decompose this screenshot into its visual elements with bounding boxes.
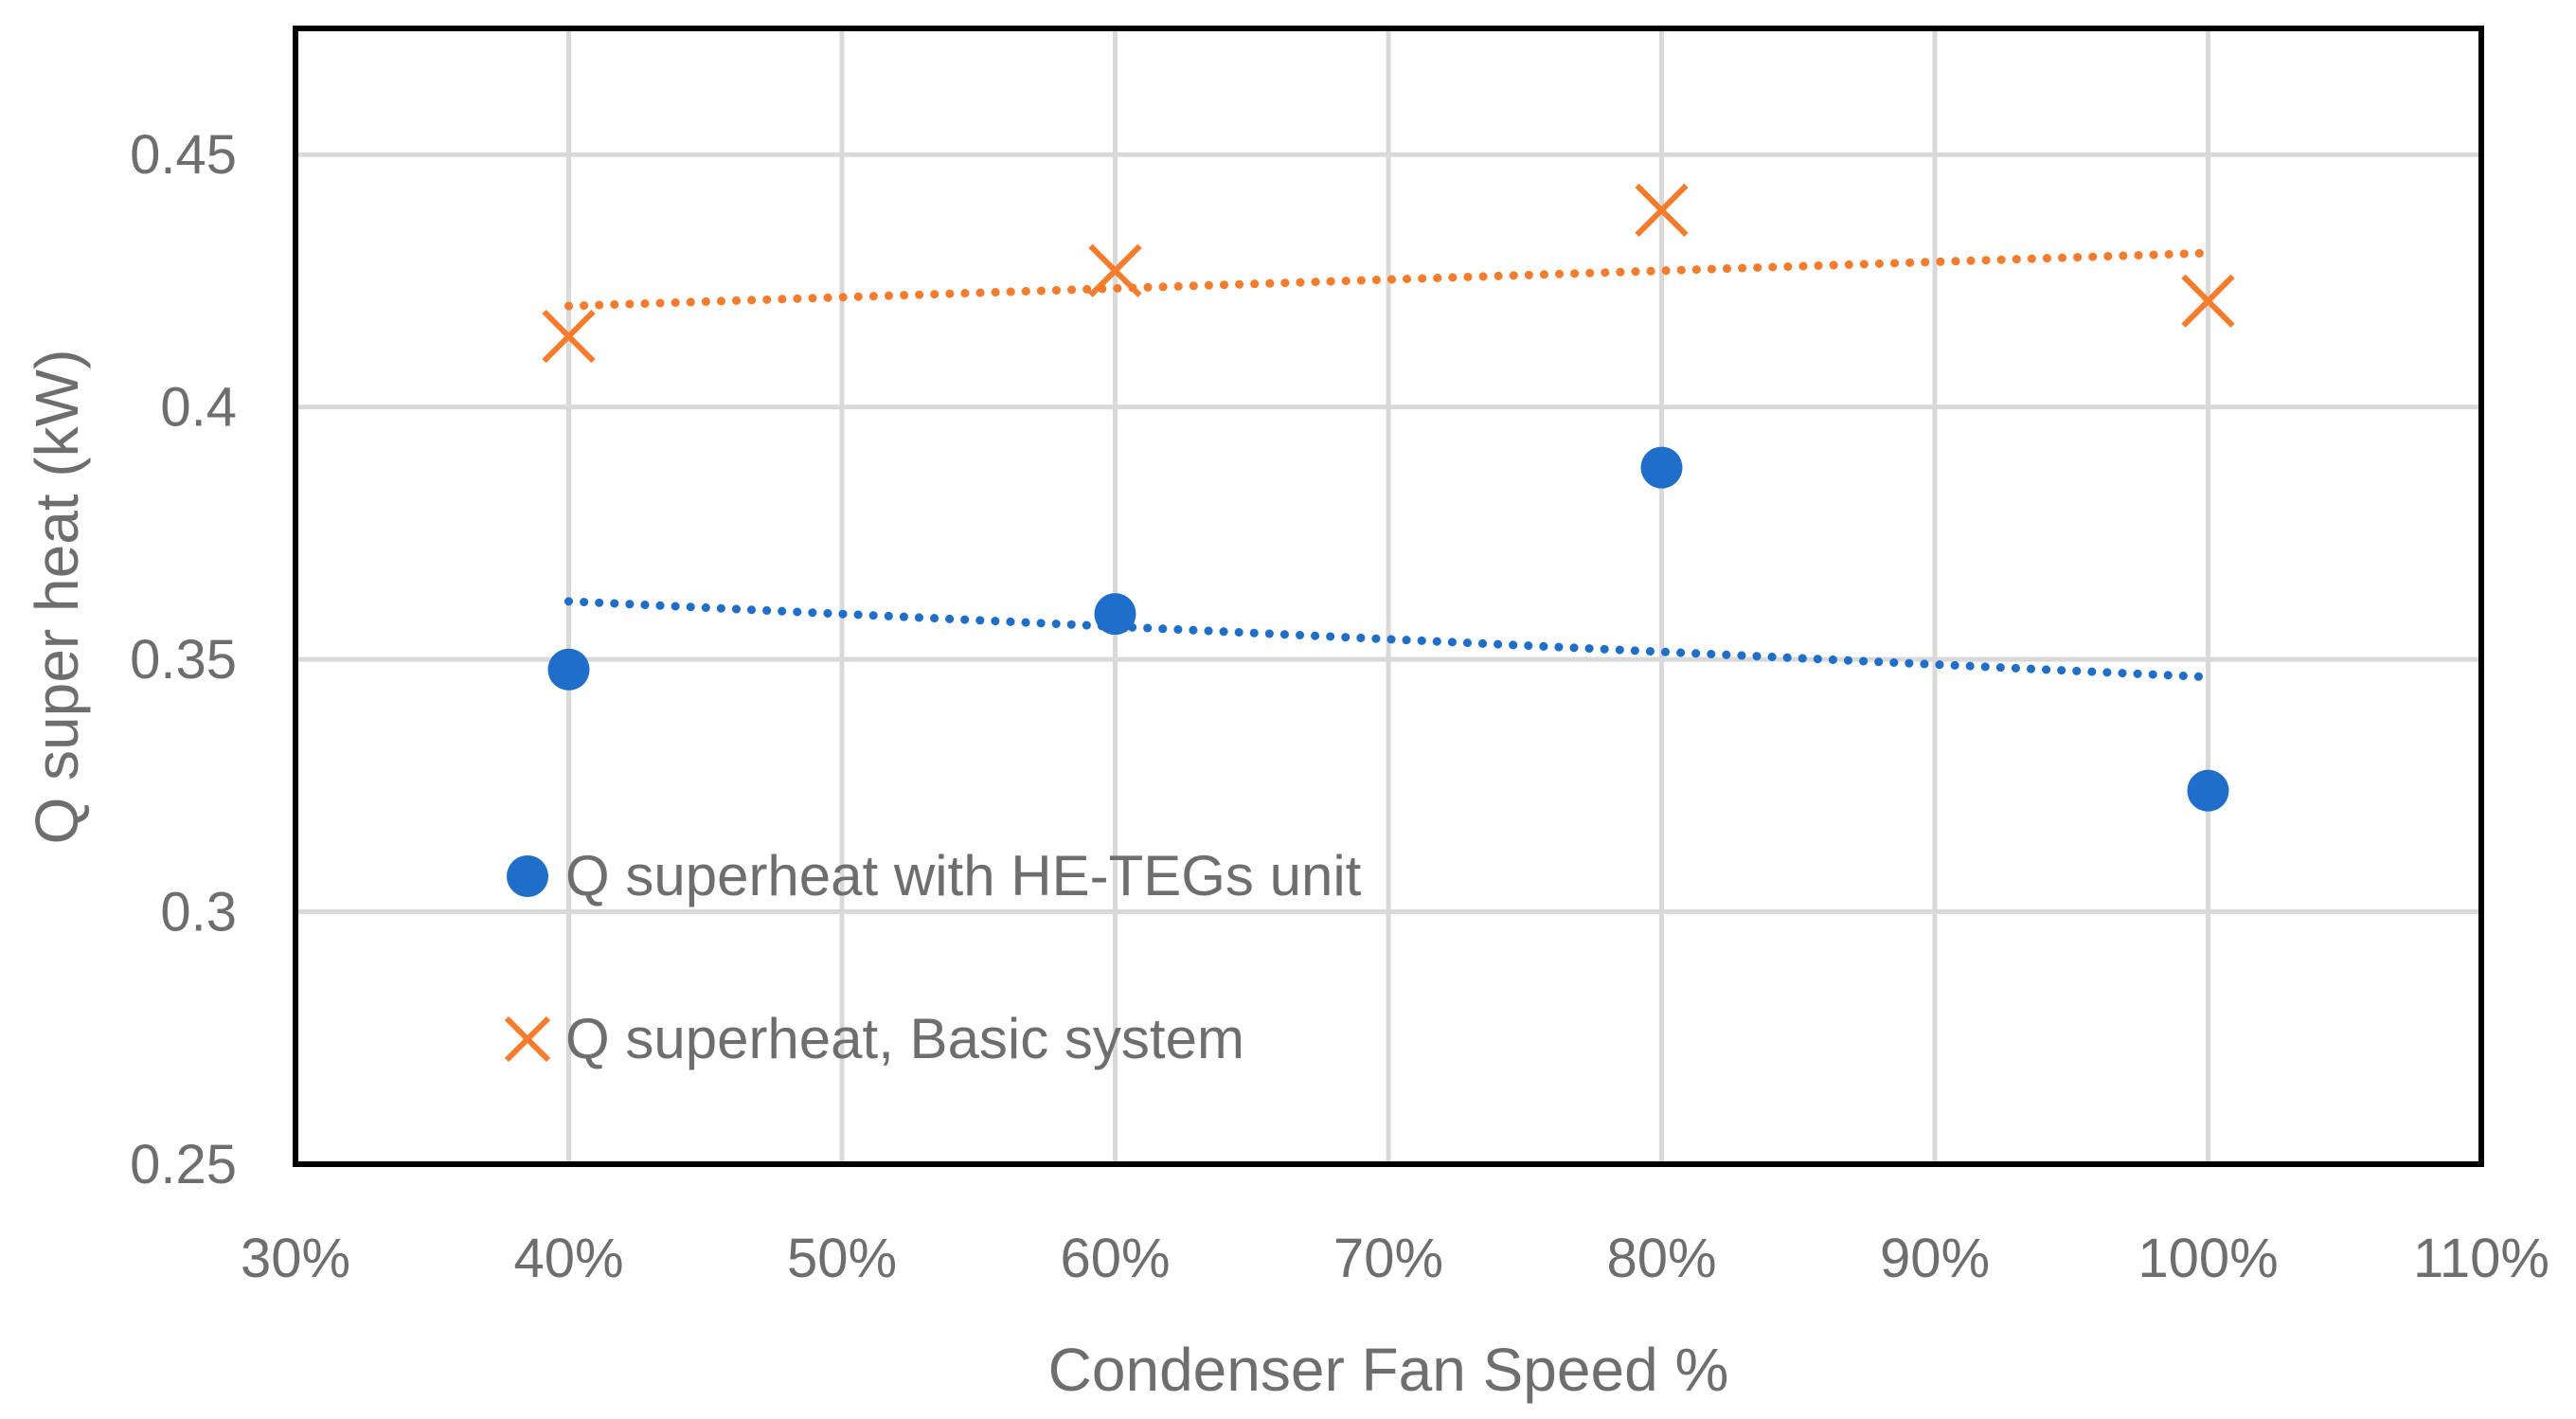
data-point-he-tegs	[547, 648, 590, 691]
legend-cross-icon	[504, 1015, 551, 1063]
trendlines	[564, 248, 2212, 682]
data-point-basic	[542, 309, 596, 364]
legend-label: Q superheat with HE-TEGs unit	[565, 844, 1362, 907]
x-marker-stroke	[1635, 183, 1689, 237]
y-tick-label: 0.35	[130, 629, 237, 691]
x-tick-label: 50%	[787, 1228, 897, 1289]
legend-label: Q superheat, Basic system	[565, 1007, 1244, 1070]
data-point-he-tegs	[1094, 593, 1136, 636]
y-tick-label: 0.45	[130, 124, 237, 186]
x-axis-ticks: 30% 40% 50% 60% 70% 80% 90% 100% 110%	[241, 1228, 2549, 1289]
x-marker-stroke	[542, 309, 596, 364]
data-point-he-tegs	[1640, 446, 1683, 489]
trendline-series-1	[564, 597, 2212, 682]
data-point-basic	[1088, 243, 1142, 297]
data-point-basic	[1635, 183, 1689, 237]
data-point-basic	[2181, 274, 2235, 328]
x-tick-label: 70%	[1333, 1228, 1443, 1289]
y-tick-label: 0.25	[130, 1134, 237, 1195]
x-tick-label: 100%	[2138, 1228, 2278, 1289]
x-marker-stroke	[2181, 274, 2235, 328]
legend-circle-icon	[507, 855, 548, 897]
x-tick-label: 90%	[1880, 1228, 1990, 1289]
plot-area-frame	[293, 26, 2484, 1167]
data-point-he-tegs	[2187, 769, 2229, 812]
y-axis-title: Q super heat (kW)	[23, 350, 91, 845]
legend-item-1: Q superheat with HE-TEGs unit	[507, 844, 1362, 907]
x-tick-label: 80%	[1606, 1228, 1716, 1289]
y-tick-label: 0.3	[160, 882, 237, 943]
y-tick-label: 0.4	[160, 377, 237, 439]
x-axis-title: Condenser Fan Speed %	[1048, 1336, 1729, 1404]
trendline-series-2	[564, 248, 2212, 311]
x-marker-stroke	[1088, 243, 1142, 297]
y-axis-ticks: 0.25 0.3 0.35 0.4 0.45	[130, 124, 237, 1195]
legend-item-2: Q superheat, Basic system	[504, 1007, 1244, 1070]
x-tick-label: 110%	[2413, 1228, 2549, 1289]
legend: Q superheat with HE-TEGs unit Q superheat…	[504, 844, 1362, 1070]
x-tick-label: 30%	[241, 1228, 350, 1289]
data-markers	[542, 183, 2235, 812]
x-tick-label: 40%	[513, 1228, 623, 1289]
x-tick-label: 60%	[1060, 1228, 1170, 1289]
grid	[295, 28, 2481, 1164]
